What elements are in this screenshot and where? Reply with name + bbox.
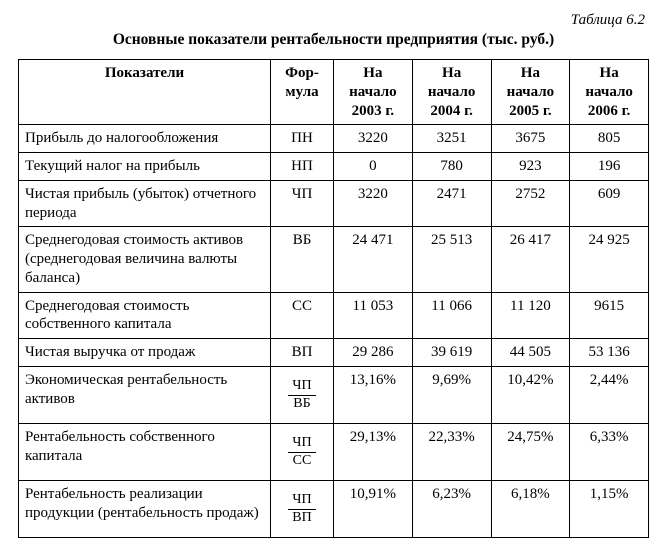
table-caption: Таблица 6.2 (18, 12, 645, 29)
value-cell: 13,16% (334, 366, 413, 423)
value-cell: 9615 (570, 292, 649, 339)
value-cell: 196 (570, 153, 649, 181)
formula-cell: НП (271, 153, 334, 181)
value-cell: 11 053 (334, 292, 413, 339)
value-cell: 25 513 (412, 227, 491, 292)
value-cell: 10,42% (491, 366, 570, 423)
indicator-cell: Рентабельность собственного капитала (19, 423, 271, 480)
indicator-cell: Чистая прибыль (убыток) отчетного период… (19, 180, 271, 227)
value-cell: 24,75% (491, 423, 570, 480)
value-cell: 3251 (412, 125, 491, 153)
value-cell: 3220 (334, 125, 413, 153)
value-cell: 44 505 (491, 339, 570, 367)
indicator-cell: Текущий налог на прибыль (19, 153, 271, 181)
value-cell: 29,13% (334, 423, 413, 480)
formula-cell: СС (271, 292, 334, 339)
indicator-cell: Рентабельность реализации продукции (рен… (19, 480, 271, 537)
table-row: Среднегодовая стоимость собственного кап… (19, 292, 649, 339)
header-formula: Фор-мула (271, 60, 334, 125)
value-cell: 6,23% (412, 480, 491, 537)
table-row: Среднегодовая стоимость активов (среднег… (19, 227, 649, 292)
table-header-row: Показатели Фор-мула На начало 2003 г. На… (19, 60, 649, 125)
formula-cell: ЧПВП (271, 480, 334, 537)
indicator-cell: Прибыль до налогообложения (19, 125, 271, 153)
value-cell: 0 (334, 153, 413, 181)
formula-cell: ВБ (271, 227, 334, 292)
table-row: Текущий налог на прибыльНП0780923196 (19, 153, 649, 181)
table-row: Экономическая рентабельность активовЧПВБ… (19, 366, 649, 423)
indicator-cell: Экономическая рентабельность активов (19, 366, 271, 423)
value-cell: 24 925 (570, 227, 649, 292)
value-cell: 10,91% (334, 480, 413, 537)
header-2003: На начало 2003 г. (334, 60, 413, 125)
value-cell: 11 066 (412, 292, 491, 339)
value-cell: 2752 (491, 180, 570, 227)
value-cell: 3220 (334, 180, 413, 227)
formula-cell: ВП (271, 339, 334, 367)
value-cell: 26 417 (491, 227, 570, 292)
value-cell: 780 (412, 153, 491, 181)
formula-cell: ПН (271, 125, 334, 153)
value-cell: 9,69% (412, 366, 491, 423)
indicator-cell: Среднегодовая стоимость активов (среднег… (19, 227, 271, 292)
header-indicator: Показатели (19, 60, 271, 125)
header-2005: На начало 2005 г. (491, 60, 570, 125)
header-2004: На начало 2004 г. (412, 60, 491, 125)
value-cell: 3675 (491, 125, 570, 153)
table-title: Основные показатели рентабельности предп… (18, 31, 649, 49)
formula-cell: ЧПСС (271, 423, 334, 480)
table-row: Чистая выручка от продажВП29 28639 61944… (19, 339, 649, 367)
table-row: Чистая прибыль (убыток) отчетного период… (19, 180, 649, 227)
value-cell: 29 286 (334, 339, 413, 367)
value-cell: 923 (491, 153, 570, 181)
value-cell: 22,33% (412, 423, 491, 480)
value-cell: 11 120 (491, 292, 570, 339)
indicator-cell: Чистая выручка от продаж (19, 339, 271, 367)
value-cell: 39 619 (412, 339, 491, 367)
profitability-table: Показатели Фор-мула На начало 2003 г. На… (18, 59, 649, 538)
value-cell: 6,18% (491, 480, 570, 537)
table-body: Прибыль до налогообложенияПН322032513675… (19, 125, 649, 538)
value-cell: 53 136 (570, 339, 649, 367)
table-row: Рентабельность собственного капиталаЧПСС… (19, 423, 649, 480)
value-cell: 6,33% (570, 423, 649, 480)
formula-cell: ЧП (271, 180, 334, 227)
value-cell: 609 (570, 180, 649, 227)
value-cell: 2,44% (570, 366, 649, 423)
value-cell: 2471 (412, 180, 491, 227)
value-cell: 805 (570, 125, 649, 153)
value-cell: 24 471 (334, 227, 413, 292)
value-cell: 1,15% (570, 480, 649, 537)
header-2006: На начало 2006 г. (570, 60, 649, 125)
indicator-cell: Среднегодовая стоимость собственного кап… (19, 292, 271, 339)
formula-cell: ЧПВБ (271, 366, 334, 423)
table-row: Прибыль до налогообложенияПН322032513675… (19, 125, 649, 153)
table-row: Рентабельность реализации продукции (рен… (19, 480, 649, 537)
